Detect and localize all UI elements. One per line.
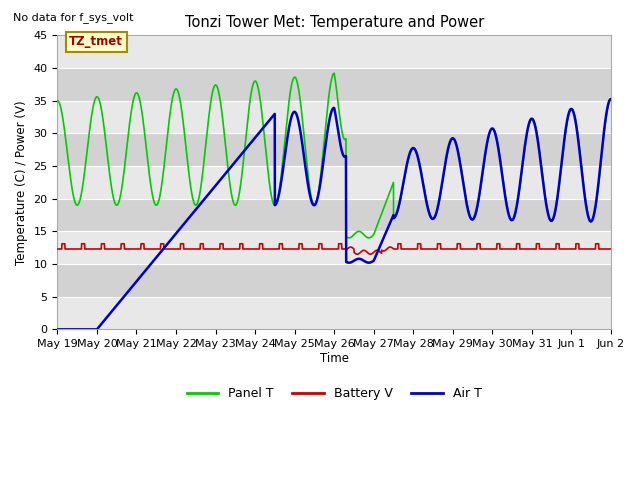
Y-axis label: Temperature (C) / Power (V): Temperature (C) / Power (V): [15, 100, 28, 264]
Title: Tonzi Tower Met: Temperature and Power: Tonzi Tower Met: Temperature and Power: [184, 15, 484, 30]
Air T: [607, 96, 614, 102]
Air T: [265, 118, 273, 124]
Air T: [509, 217, 516, 223]
Panel T: [330, 71, 338, 76]
Panel T: [386, 190, 394, 195]
Battery V: [467, 246, 474, 252]
Air T: [385, 222, 393, 228]
Line: Battery V: Battery V: [58, 244, 611, 254]
Panel T: [607, 96, 615, 102]
Bar: [58, 264, 611, 297]
Bar: [58, 231, 611, 264]
Air T: [467, 215, 474, 221]
Bar: [58, 133, 611, 166]
Bar: [58, 68, 611, 101]
Legend: Panel T, Battery V, Air T: Panel T, Battery V, Air T: [182, 383, 486, 406]
Air T: [607, 96, 615, 102]
Battery V: [154, 246, 162, 252]
Panel T: [154, 200, 162, 206]
Text: No data for f_sys_volt: No data for f_sys_volt: [13, 12, 133, 23]
Panel T: [467, 215, 474, 220]
Battery V: [58, 241, 66, 247]
Battery V: [414, 241, 422, 247]
Bar: [58, 199, 611, 231]
Panel T: [54, 98, 61, 104]
Panel T: [414, 152, 422, 158]
Battery V: [607, 246, 615, 252]
Line: Panel T: Panel T: [58, 73, 611, 238]
Battery V: [509, 246, 516, 252]
Air T: [413, 153, 421, 158]
Battery V: [367, 252, 374, 257]
Panel T: [365, 235, 372, 241]
Bar: [58, 166, 611, 199]
Air T: [54, 326, 61, 332]
Panel T: [509, 217, 516, 223]
Air T: [154, 252, 162, 258]
Battery V: [265, 246, 273, 252]
Bar: [58, 36, 611, 68]
Panel T: [265, 176, 273, 182]
Battery V: [386, 244, 394, 250]
Bar: [58, 101, 611, 133]
Text: TZ_tmet: TZ_tmet: [69, 35, 123, 48]
Battery V: [54, 246, 61, 252]
X-axis label: Time: Time: [319, 352, 349, 365]
Bar: [58, 297, 611, 329]
Line: Air T: Air T: [58, 99, 611, 329]
